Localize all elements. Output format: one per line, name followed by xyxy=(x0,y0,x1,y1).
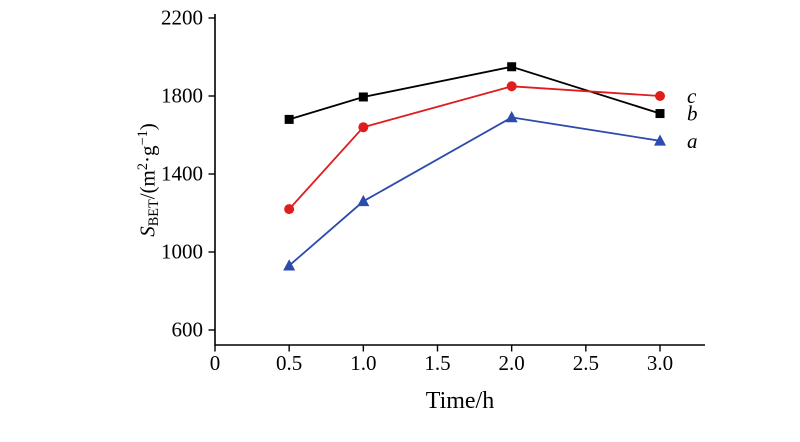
series-a-marker-triangle xyxy=(505,111,518,123)
series-c-marker-circle xyxy=(655,91,665,101)
x-tick-label: 1.5 xyxy=(424,351,450,375)
x-axis-title: Time/h xyxy=(425,388,495,414)
series-label-c: c xyxy=(687,84,697,108)
x-tick-label: 2.5 xyxy=(573,351,599,375)
y-axis-unit-open: /(m xyxy=(135,170,160,200)
series-a-marker-triangle xyxy=(357,194,370,207)
y-tick-label: 1000 xyxy=(161,240,203,264)
series-c-marker-circle xyxy=(506,81,517,92)
y-axis-unit-close: ) xyxy=(135,123,160,131)
y-axis-subscript: BET xyxy=(146,199,163,227)
y-axis-title: SBET/(m2·g−1) xyxy=(135,123,163,236)
x-tick-label: 1.0 xyxy=(350,351,376,375)
x-tick-label: 0 xyxy=(210,351,221,375)
y-tick-label: 1400 xyxy=(161,162,203,186)
y-axis-symbol: S xyxy=(135,226,160,237)
series-c-marker-circle xyxy=(284,204,295,215)
series-b-marker-square xyxy=(655,109,665,119)
series-label-b: b xyxy=(687,102,698,126)
series-line-b xyxy=(288,65,661,121)
y-axis-superscript-2: −1 xyxy=(134,130,151,146)
y-tick-label: 2200 xyxy=(161,6,203,30)
y-axis-unit-mid: ·g xyxy=(135,145,160,163)
series-b-marker-square xyxy=(358,92,368,102)
series-b-marker-square xyxy=(507,62,517,72)
axes xyxy=(214,14,705,346)
series-b-marker-square xyxy=(284,114,294,124)
series-label-a: a xyxy=(687,129,698,153)
series-c-marker-circle xyxy=(358,122,369,133)
y-tick-label: 1800 xyxy=(161,84,203,108)
x-tick-label: 2.0 xyxy=(499,351,525,375)
series-a-marker-triangle xyxy=(654,134,666,146)
y-tick-label: 600 xyxy=(172,318,204,342)
x-tick-label: 0.5 xyxy=(276,351,302,375)
y-axis-superscript-1: 2 xyxy=(134,162,151,171)
x-tick-label: 3.0 xyxy=(647,351,673,375)
series-a-marker-triangle xyxy=(283,259,296,271)
series-line-c xyxy=(288,85,661,210)
series-line-a xyxy=(288,116,661,267)
